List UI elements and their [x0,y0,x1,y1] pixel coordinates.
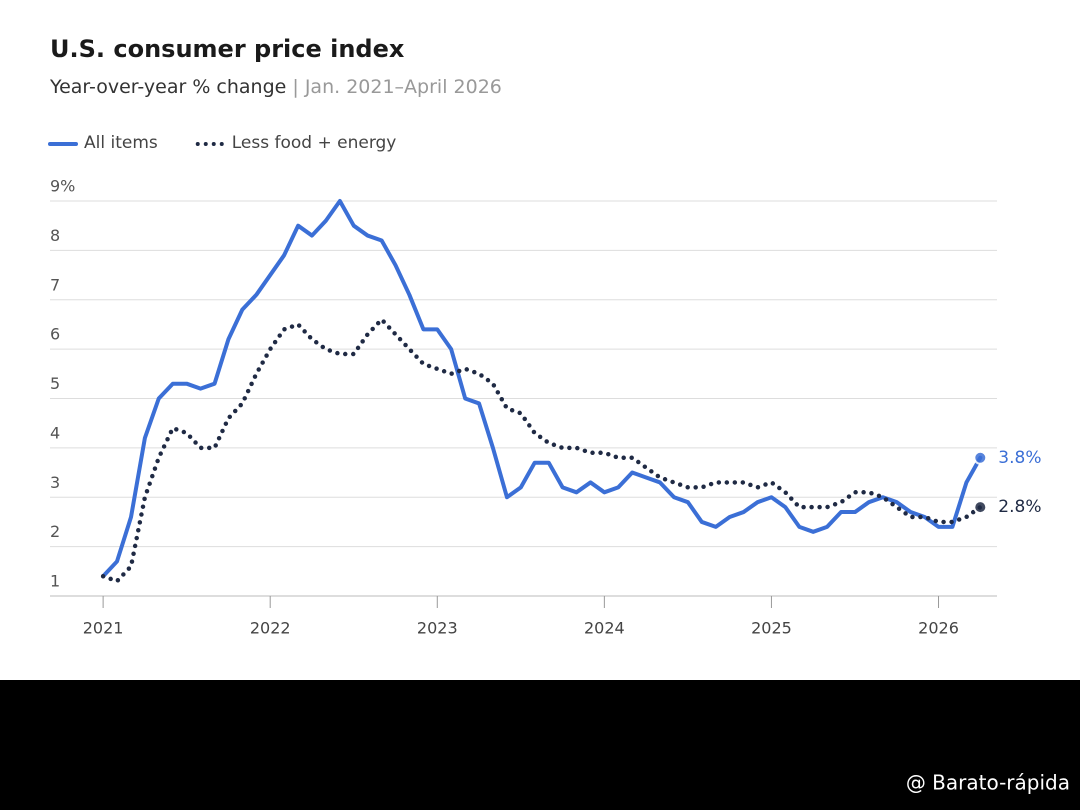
y-tick-label: 5 [50,374,60,393]
watermark: @ Barato-rápida [906,771,1070,795]
x-tick-label: 2022 [250,619,291,638]
y-tick-label: 8 [50,226,60,245]
y-tick-label: 6 [50,325,60,344]
legend-label: Less food + energy [232,133,397,153]
y-tick-label: 7 [50,275,60,294]
series-line [100,317,983,584]
plot: 1 2 3 4 5 6 7 8 9% 2021 2022 2023 2024 2025 2026 All it… [48,133,1041,638]
end-point [973,500,988,515]
x-tick-label: 2024 [584,619,625,638]
y-tick-label: 2 [50,522,60,541]
y-tick-label: 4 [50,423,60,442]
subtitle-range: Jan. 2021–April 2026 [304,76,502,98]
subtitle-main: Year-over-year % change [49,76,286,98]
x-tick-label: 2025 [751,619,792,638]
y-tick-label: 3 [50,473,60,492]
chart-subtitle: Year-over-year % change | Jan. 2021–Apri… [49,76,502,98]
x-tick-label: 2021 [83,619,124,638]
value-label: 3.8% [998,448,1041,468]
x-tick-label: 2026 [918,619,959,638]
value-label: 2.8% [998,497,1041,517]
y-tick-label: 1 [50,572,60,591]
legend-label: All items [84,133,158,153]
end-point [973,450,988,465]
y-tick-label: 9% [50,177,75,196]
series-line [101,199,983,579]
bottom-band [0,680,1080,810]
chart-title: U.S. consumer price index [50,35,405,63]
x-tick-label: 2023 [417,619,458,638]
subtitle-separator: | [286,76,304,98]
